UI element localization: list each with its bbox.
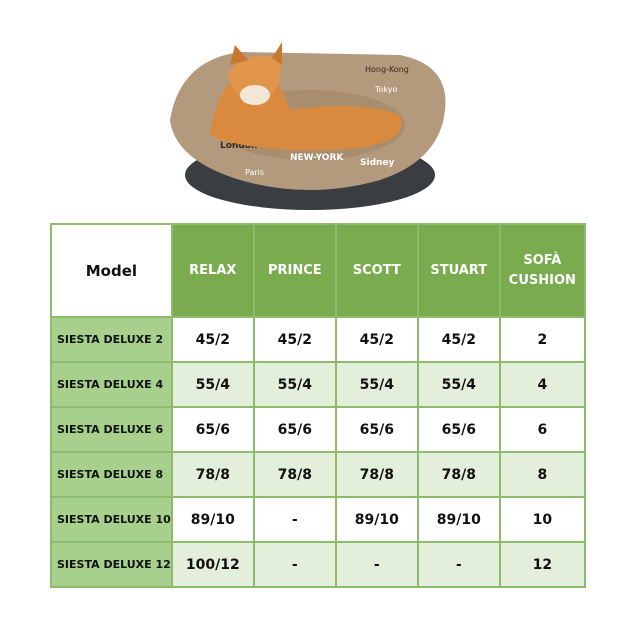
table-row: SIESTA DELUXE 4 55/4 55/4 55/4 55/4 4 [50,361,586,408]
value-cell: - [416,541,501,588]
cushion-print-sidney: Sidney [360,158,395,168]
value-cell: 89/10 [334,496,419,543]
model-name-cell: SIESTA DELUXE 4 [50,361,173,408]
header-row: Model RELAX PRINCE SCOTT STUART SOFÀ CUS… [50,223,586,318]
value-cell: 78/8 [252,451,337,498]
value-cell: 65/6 [252,406,337,453]
value-cell: 6 [498,406,586,453]
value-cell: 55/4 [416,361,501,408]
value-cell: 55/4 [252,361,337,408]
cushion-print-tokyo: Tokyo [374,85,398,94]
value-cell: 12 [498,541,586,588]
cushion-print-hong-kong: Hong-Kong [365,65,409,74]
value-cell: 45/2 [170,316,255,363]
cushion-print-london: London [220,141,257,151]
value-cell: 45/2 [252,316,337,363]
value-cell: 65/6 [334,406,419,453]
value-cell: 45/2 [334,316,419,363]
value-cell: 45/2 [416,316,501,363]
header-model: Model [50,223,173,318]
value-cell: 89/10 [416,496,501,543]
value-cell: - [252,496,337,543]
value-cell: 65/6 [170,406,255,453]
value-cell: 100/12 [170,541,255,588]
table-row: SIESTA DELUXE 2 45/2 45/2 45/2 45/2 2 [50,316,586,363]
value-cell: 4 [498,361,586,408]
value-cell: 10 [498,496,586,543]
header-relax: RELAX [170,223,255,318]
cushion-print-paris: Paris [245,168,264,177]
header-prince: PRINCE [252,223,337,318]
size-compatibility-table: Model RELAX PRINCE SCOTT STUART SOFÀ CUS… [50,223,586,588]
table-row: SIESTA DELUXE 6 65/6 65/6 65/6 65/6 6 [50,406,586,453]
header-scott: SCOTT [334,223,419,318]
header-stuart: STUART [416,223,501,318]
value-cell: 78/8 [334,451,419,498]
value-cell: 78/8 [416,451,501,498]
value-cell: 65/6 [416,406,501,453]
model-name-cell: SIESTA DELUXE 6 [50,406,173,453]
cushion-print-new-york: NEW-YORK [290,153,344,163]
value-cell: - [334,541,419,588]
table-row: SIESTA DELUXE 8 78/8 78/8 78/8 78/8 8 [50,451,586,498]
value-cell: 89/10 [170,496,255,543]
dog-bed-product-photo: NEW-YORK London Paris Sidney Tokyo Hong-… [170,42,446,210]
value-cell: 55/4 [334,361,419,408]
value-cell: - [252,541,337,588]
value-cell: 78/8 [170,451,255,498]
model-name-cell: SIESTA DELUXE 8 [50,451,173,498]
model-name-cell: SIESTA DELUXE 2 [50,316,173,363]
model-name-cell: SIESTA DELUXE 12 [50,541,173,588]
value-cell: 55/4 [170,361,255,408]
header-sofa-cushion: SOFÀ CUSHION [498,223,586,318]
value-cell: 2 [498,316,586,363]
value-cell: 8 [498,451,586,498]
table-row: SIESTA DELUXE 12 100/12- - -12 [50,541,586,588]
model-name-cell: SIESTA DELUXE 10 [50,496,173,543]
table-row: SIESTA DELUXE 10 89/10-89/10 89/10 10 [50,496,586,543]
